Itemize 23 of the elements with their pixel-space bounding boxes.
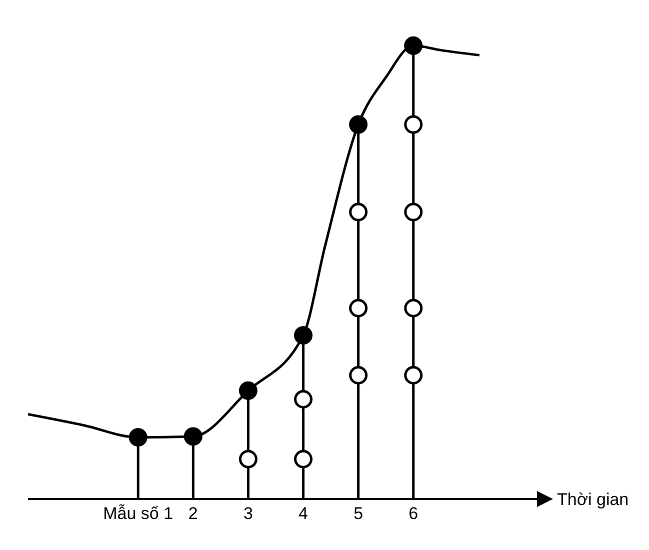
point [404,202,423,222]
point [404,36,423,55]
x-tick-label: Mẫu số 1 [103,504,174,524]
point [294,450,313,468]
point [294,390,313,409]
point [349,298,368,318]
point [238,381,258,400]
x-tick-label: 6 [408,504,418,524]
point [128,428,148,447]
point [238,450,258,468]
point [404,298,423,318]
point [404,115,423,134]
point [184,427,202,446]
point [349,115,368,134]
point [294,326,313,345]
x-tick-label: 5 [354,504,364,524]
point [349,366,368,384]
x-tick-label: 3 [243,504,253,524]
x-tick-label: 4 [298,504,308,524]
point [349,202,368,222]
point [404,366,423,384]
x-axis-title: Thời gian [557,490,629,510]
x-tick-label: 2 [188,504,198,524]
